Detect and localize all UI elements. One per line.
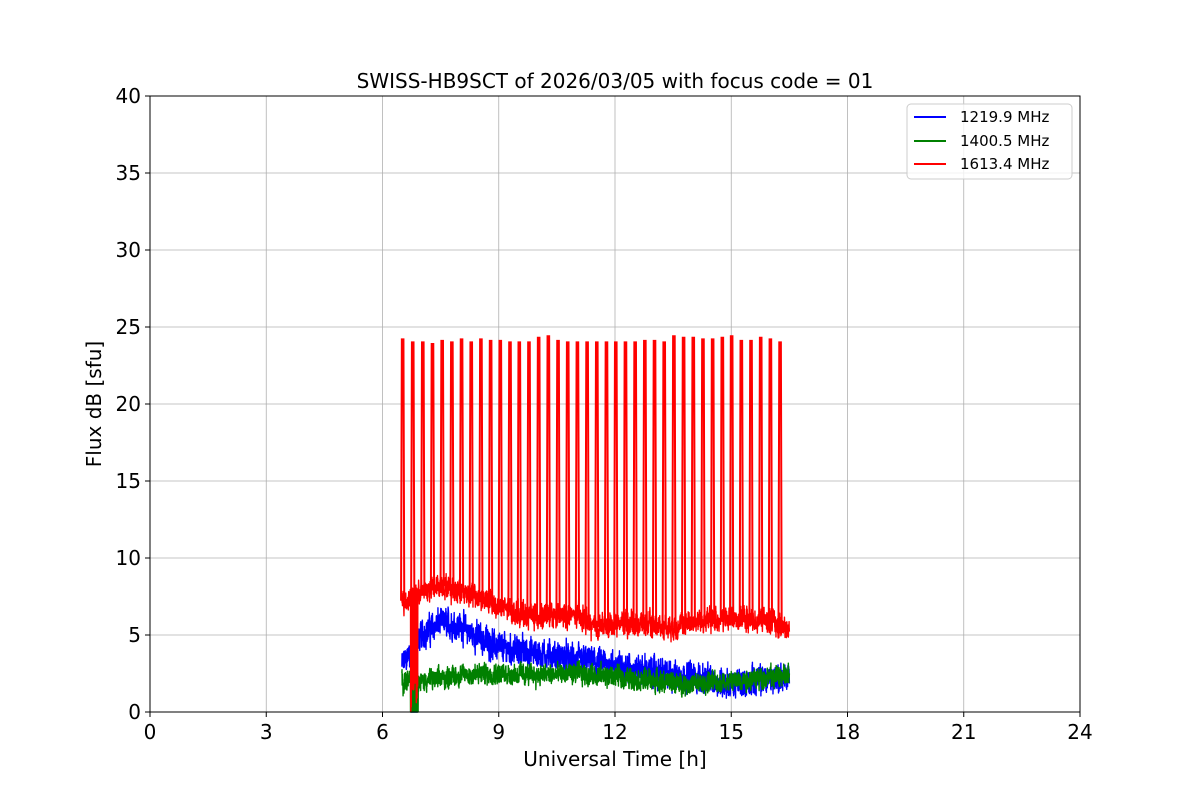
spike-mark (594, 341, 600, 628)
spike-mark (613, 341, 619, 625)
spike-mark (738, 339, 744, 619)
y-tick-label: 30 (116, 238, 141, 262)
spike-mark (555, 339, 561, 617)
spike-mark (565, 341, 571, 616)
x-tick-label: 0 (144, 720, 157, 744)
legend-box (906, 103, 1073, 180)
spike-mark (420, 341, 426, 592)
x-tick-label: 15 (719, 720, 744, 744)
spike-mark (680, 336, 687, 624)
spike-mark (748, 339, 754, 620)
legend: 1219.9 MHz 1400.5 MHz 1613.4 MHz (906, 103, 1073, 180)
y-tick-label: 0 (128, 700, 141, 724)
chart-title: SWISS-HB9SCT of 2026/03/05 with focus co… (357, 69, 874, 93)
y-tick-label: 10 (116, 546, 141, 570)
series-layer (400, 335, 791, 713)
y-axis-label: Flux dB [sfu] (82, 341, 106, 467)
spike-mark (632, 341, 638, 623)
spike-mark (729, 335, 735, 619)
spike-mark (622, 341, 629, 624)
x-tick-label: 9 (492, 720, 505, 744)
x-tick-label: 21 (951, 720, 976, 744)
spike-mark (458, 338, 465, 591)
spike-mark (710, 338, 716, 620)
y-tick-label: 40 (116, 84, 141, 108)
series-line-1 (401, 660, 791, 713)
spike-mark (758, 336, 764, 621)
x-tick-label: 6 (376, 720, 389, 744)
spike-mark (410, 341, 416, 596)
spike-mark (545, 335, 551, 617)
spike-mark (690, 336, 696, 622)
spike-mark (526, 341, 532, 616)
spike-mark (700, 338, 706, 621)
spike-mark (516, 341, 522, 614)
spike-mark (400, 338, 406, 601)
spike-mark (478, 338, 484, 599)
axis-ticks: 0 3 6 9 12 15 18 21 24 0 5 10 15 20 25 30 35 40 (116, 84, 1093, 744)
x-axis-label: Universal Time [h] (523, 747, 706, 771)
spike-mark (661, 341, 667, 627)
spike-mark (429, 342, 436, 589)
legend-label-1219-9: 1219.9 MHz (960, 108, 1049, 126)
legend-label-1613-4: 1613.4 MHz (960, 155, 1049, 173)
spike-mark (449, 341, 455, 589)
spike-mark (488, 339, 494, 604)
y-tick-label: 20 (116, 392, 141, 416)
spike-mark (574, 341, 581, 616)
spike-mark (468, 341, 474, 595)
spike-mark (777, 341, 783, 626)
spike-mark (642, 339, 648, 625)
spike-mark (507, 341, 513, 611)
x-tick-label: 18 (835, 720, 860, 744)
y-tick-label: 35 (116, 161, 141, 185)
spike-mark (439, 339, 445, 587)
spike-mark (767, 338, 773, 622)
spike-mark (671, 335, 677, 628)
x-tick-label: 24 (1067, 720, 1092, 744)
spike-mark (536, 336, 542, 617)
spike-mark (603, 341, 610, 626)
spike-mark (719, 336, 725, 619)
y-tick-label: 15 (116, 469, 141, 493)
x-tick-label: 3 (260, 720, 273, 744)
y-tick-label: 25 (116, 315, 141, 339)
spike-mark (651, 339, 658, 626)
spike-mark (497, 339, 503, 608)
legend-label-1400-5: 1400.5 MHz (960, 132, 1049, 150)
y-tick-label: 5 (128, 623, 141, 647)
series-line-0 (401, 606, 791, 713)
x-tick-label: 12 (602, 720, 627, 744)
spike-mark (584, 341, 590, 622)
